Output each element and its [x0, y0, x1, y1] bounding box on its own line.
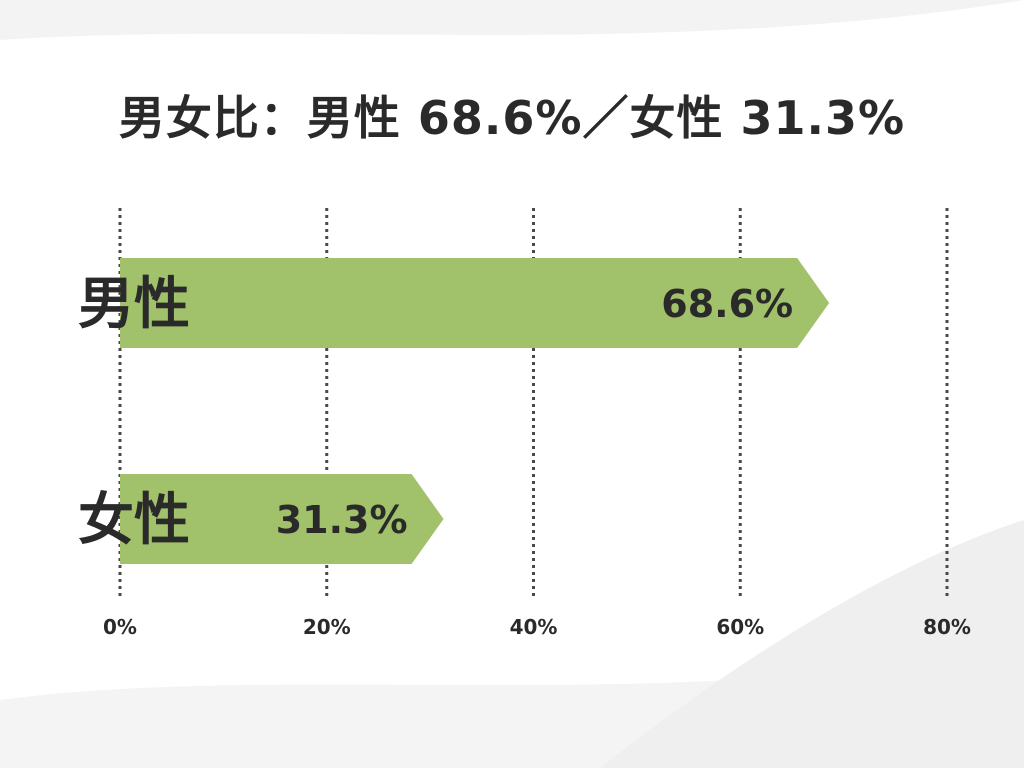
bars: 男性 68.6% 女性 31.3%: [78, 258, 830, 564]
x-tick-label: 0%: [103, 615, 137, 639]
data-label: 31.3%: [276, 498, 408, 542]
x-tick-label: 20%: [303, 615, 351, 639]
x-tick-label: 60%: [716, 615, 764, 639]
bar-female: [120, 474, 444, 564]
data-label: 68.6%: [661, 282, 793, 326]
category-label: 男性: [78, 272, 190, 337]
x-tick-label: 80%: [923, 615, 971, 639]
x-tick-label: 40%: [510, 615, 558, 639]
bar-male: [120, 258, 830, 348]
chart-title: 男女比：男性 68.6%／女性 31.3%: [118, 91, 906, 145]
category-label: 女性: [78, 488, 190, 553]
x-axis-tick-labels: 0% 20% 40% 60% 80%: [103, 615, 971, 639]
